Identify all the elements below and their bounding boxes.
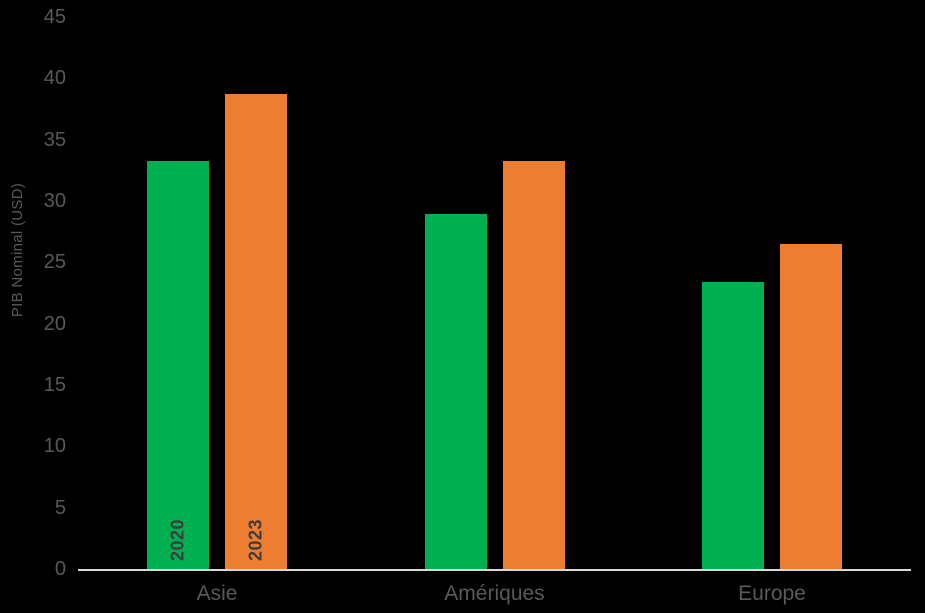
y-axis-tick-label-45: 45 — [43, 6, 66, 28]
y-axis-tick-label-15: 15 — [43, 374, 66, 396]
y-axis-tick-label-30: 30 — [43, 190, 66, 212]
series-year-label-2023: 2023 — [245, 518, 266, 561]
y-axis-tick-label-20: 20 — [43, 312, 66, 335]
x-axis-category-label-asie: Asie — [196, 582, 238, 605]
y-axis-tick-label-35: 35 — [43, 128, 66, 151]
bar-2023-europe — [780, 244, 842, 569]
bar-2023-amériques — [503, 161, 565, 569]
bar-2023-asie: 2023 — [225, 94, 287, 569]
bar-2020-europe — [702, 282, 764, 569]
y-axis-tick-label-0: 0 — [54, 558, 66, 580]
bar-2020-asie: 2020 — [147, 161, 209, 569]
series-year-label-2020: 2020 — [167, 518, 188, 561]
y-axis-tick-label-5: 5 — [54, 496, 66, 519]
x-axis-category-label-amériques: Amériques — [444, 582, 545, 605]
bar-2020-amériques — [425, 214, 487, 569]
y-axis-tick-label-25: 25 — [43, 251, 66, 274]
x-axis-category-label-europe: Europe — [738, 582, 806, 605]
y-axis-tick-label-10: 10 — [43, 435, 66, 458]
y-axis-tick-label-40: 40 — [43, 67, 66, 90]
plot-area: 2020 2023 — [78, 17, 911, 571]
